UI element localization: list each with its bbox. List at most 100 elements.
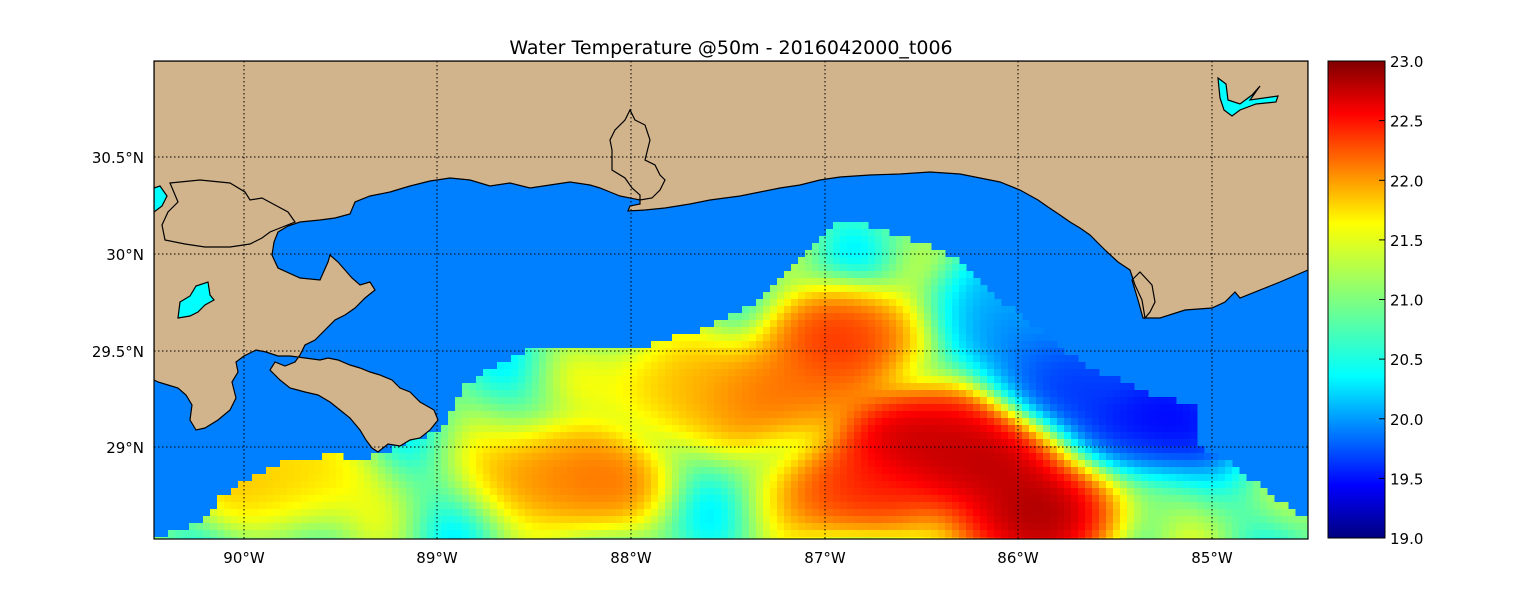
heat-cell: [672, 341, 680, 349]
heat-cell: [609, 488, 617, 496]
heat-cell: [672, 467, 680, 475]
heat-cell: [791, 348, 799, 356]
heat-cell: [609, 355, 617, 363]
heat-cell: [819, 474, 827, 482]
heat-cell: [945, 404, 953, 412]
heat-cell: [497, 530, 505, 538]
heat-cell: [693, 376, 701, 384]
heat-cell: [588, 516, 596, 524]
heat-cell: [959, 327, 967, 335]
heat-cell: [483, 460, 491, 468]
heat-cell: [462, 509, 470, 517]
heat-cell: [714, 460, 722, 468]
heat-cell: [1022, 355, 1030, 363]
heat-cell: [959, 341, 967, 349]
heat-cell: [721, 355, 729, 363]
heat-cell: [1127, 411, 1135, 419]
heat-cell: [826, 327, 834, 335]
heat-cell: [378, 502, 386, 510]
heat-cell: [1036, 523, 1044, 531]
heat-cell: [672, 362, 680, 370]
heat-cell: [763, 446, 771, 454]
heat-cell: [700, 502, 708, 510]
heat-cell: [343, 467, 351, 475]
heat-cell: [784, 432, 792, 440]
heat-cell: [749, 397, 757, 405]
heat-cell: [805, 432, 813, 440]
heat-cell: [1043, 446, 1051, 454]
heat-cell: [952, 488, 960, 496]
heat-cell: [973, 292, 981, 300]
heat-cell: [840, 495, 848, 503]
heat-cell: [770, 523, 778, 531]
heat-cell: [1029, 404, 1037, 412]
heat-cell: [1183, 474, 1191, 482]
heat-cell: [924, 285, 932, 293]
heat-cell: [1099, 453, 1107, 461]
heat-cell: [784, 509, 792, 517]
heat-cell: [546, 362, 554, 370]
heat-cell: [1008, 320, 1016, 328]
heat-cell: [791, 327, 799, 335]
heat-cell: [721, 495, 729, 503]
heat-cell: [889, 474, 897, 482]
heat-cell: [1148, 432, 1156, 440]
heat-cell: [903, 320, 911, 328]
heat-cell: [784, 327, 792, 335]
colorbar-tick-label: 21.5: [1390, 232, 1423, 250]
heat-cell: [574, 376, 582, 384]
heat-cell: [833, 285, 841, 293]
heat-cell: [322, 474, 330, 482]
heat-cell: [1022, 404, 1030, 412]
heat-cell: [273, 488, 281, 496]
heat-cell: [1099, 523, 1107, 531]
heat-cell: [882, 299, 890, 307]
heat-cell: [567, 474, 575, 482]
heat-cell: [266, 516, 274, 524]
heat-cell: [1015, 334, 1023, 342]
heat-cell: [1029, 425, 1037, 433]
heat-cell: [546, 355, 554, 363]
heat-cell: [539, 516, 547, 524]
heat-cell: [504, 530, 512, 538]
heat-cell: [693, 348, 701, 356]
heat-cell: [784, 271, 792, 279]
heat-cell: [1008, 390, 1016, 398]
heat-cell: [686, 425, 694, 433]
heat-cell: [1029, 481, 1037, 489]
heat-cell: [756, 404, 764, 412]
heat-cell: [763, 537, 771, 539]
heat-cell: [1008, 348, 1016, 356]
heat-cell: [1008, 341, 1016, 349]
heat-cell: [784, 481, 792, 489]
heat-cell: [1029, 488, 1037, 496]
heat-cell: [966, 355, 974, 363]
heat-cell: [1078, 537, 1086, 539]
heat-cell: [938, 404, 946, 412]
heat-cell: [679, 404, 687, 412]
heat-cell: [567, 376, 575, 384]
heat-cell: [1169, 397, 1177, 405]
heat-cell: [889, 523, 897, 531]
heat-cell: [840, 355, 848, 363]
heat-cell: [525, 516, 533, 524]
heat-cell: [336, 509, 344, 517]
heat-cell: [1162, 453, 1170, 461]
heat-cell: [840, 376, 848, 384]
heat-cell: [728, 516, 736, 524]
heat-cell: [693, 509, 701, 517]
heat-cell: [784, 313, 792, 321]
heat-cell: [812, 271, 820, 279]
heat-cell: [532, 516, 540, 524]
heat-cell: [392, 502, 400, 510]
heat-cell: [1099, 439, 1107, 447]
heat-cell: [462, 425, 470, 433]
heat-cell: [497, 516, 505, 524]
heat-cell: [1225, 530, 1233, 538]
heat-cell: [518, 460, 526, 468]
heat-cell: [896, 278, 904, 286]
heat-cell: [1064, 432, 1072, 440]
heat-cell: [840, 446, 848, 454]
heat-cell: [644, 383, 652, 391]
